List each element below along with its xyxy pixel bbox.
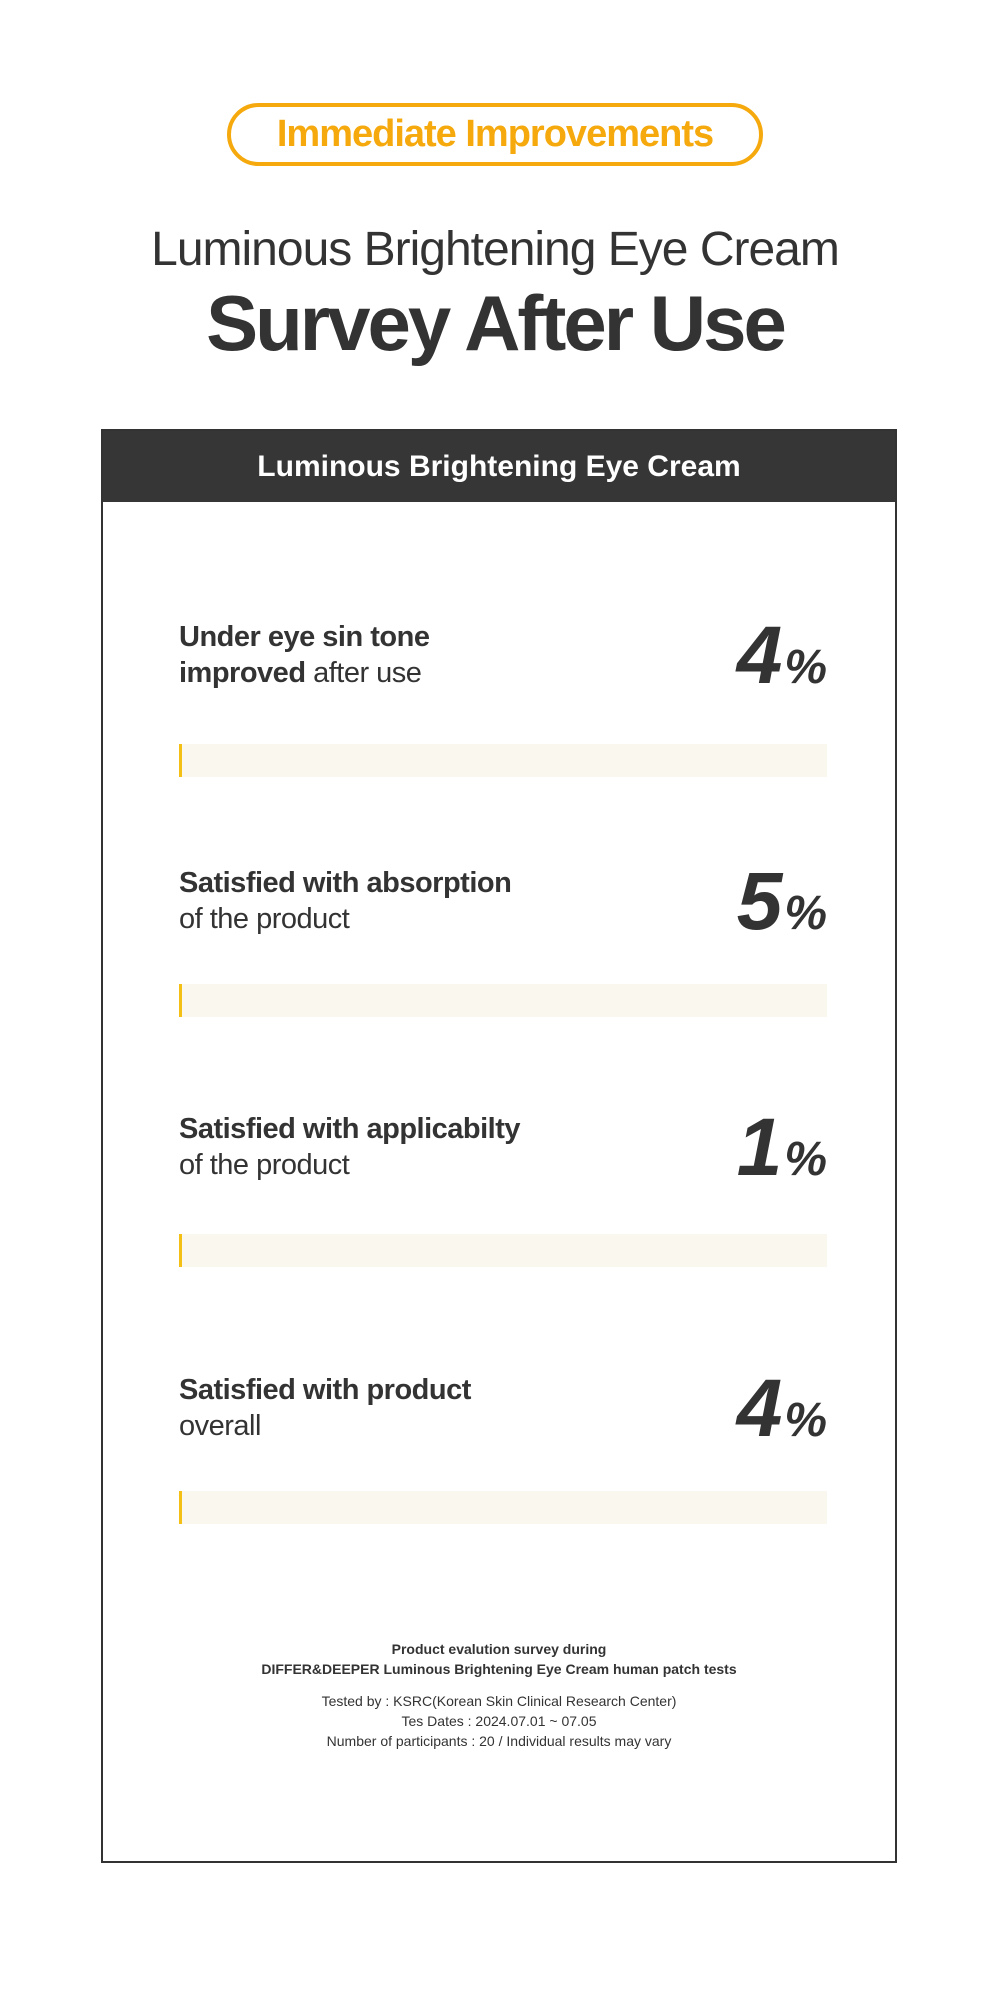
progress-bar-fill — [179, 1491, 182, 1524]
page-title: Survey After Use — [206, 279, 787, 367]
item-value-unit: % — [784, 887, 827, 940]
item-value-unit: % — [784, 1133, 827, 1186]
item-value: 5 % — [737, 857, 827, 947]
item-label: Under eye sin tone improved after use — [179, 619, 430, 691]
progress-bar-fill — [179, 984, 182, 1017]
item-value: 4 % — [737, 1364, 827, 1454]
item-label-rest: overall — [179, 1410, 261, 1442]
item-value-number: 5 — [736, 856, 783, 947]
item-value-unit: % — [784, 641, 827, 694]
survey-card: Luminous Brightening Eye Cream Under eye… — [101, 429, 897, 1863]
footnote-test-dates: Tes Dates : 2024.07.01 ~ 07.05 — [401, 1713, 597, 1729]
product-subtitle: Luminous Brightening Eye Cream — [151, 223, 840, 276]
footnote-line-1: Product evalution survey during — [391, 1641, 607, 1657]
survey-footnote: Product evalution survey during DIFFER&D… — [103, 1639, 895, 1751]
item-label-rest: after use — [305, 657, 422, 689]
item-label-bold: Satisfied with absorption — [179, 867, 512, 899]
card-header: Luminous Brightening Eye Cream — [103, 431, 895, 502]
item-label-bold: Satisfied with product — [179, 1374, 471, 1406]
item-value: 4 % — [737, 611, 827, 701]
immediate-improvements-badge: Immediate Improvements — [227, 103, 763, 166]
item-label: Satisfied with absorption of the product — [179, 865, 512, 937]
item-value-number: 1 — [736, 1102, 783, 1193]
progress-bar-track — [179, 744, 827, 777]
progress-bar-fill — [179, 1234, 182, 1267]
item-label-bold: Satisfied with applicabilty — [179, 1113, 521, 1145]
footnote-line-2: DIFFER&DEEPER Luminous Brightening Eye C… — [261, 1661, 737, 1677]
item-value-number: 4 — [736, 610, 783, 701]
item-label-rest: of the product — [179, 1149, 350, 1181]
progress-bar-track — [179, 984, 827, 1017]
item-value-number: 4 — [736, 1363, 783, 1454]
item-value: 1 % — [737, 1103, 827, 1193]
item-label: Satisfied with product overall — [179, 1372, 471, 1444]
progress-bar-track — [179, 1491, 827, 1524]
item-value-unit: % — [784, 1394, 827, 1447]
item-label-rest: of the product — [179, 903, 350, 935]
progress-bar-fill — [179, 744, 182, 777]
footnote-tested-by: Tested by : KSRC(Korean Skin Clinical Re… — [321, 1693, 677, 1709]
item-label-bold: Under eye sin tone — [179, 621, 430, 653]
progress-bar-track — [179, 1234, 827, 1267]
item-label-bold-2: improved — [179, 657, 306, 689]
item-label: Satisfied with applicabilty of the produ… — [179, 1111, 521, 1183]
footnote-participants: Number of participants : 20 / Individual… — [326, 1733, 672, 1749]
